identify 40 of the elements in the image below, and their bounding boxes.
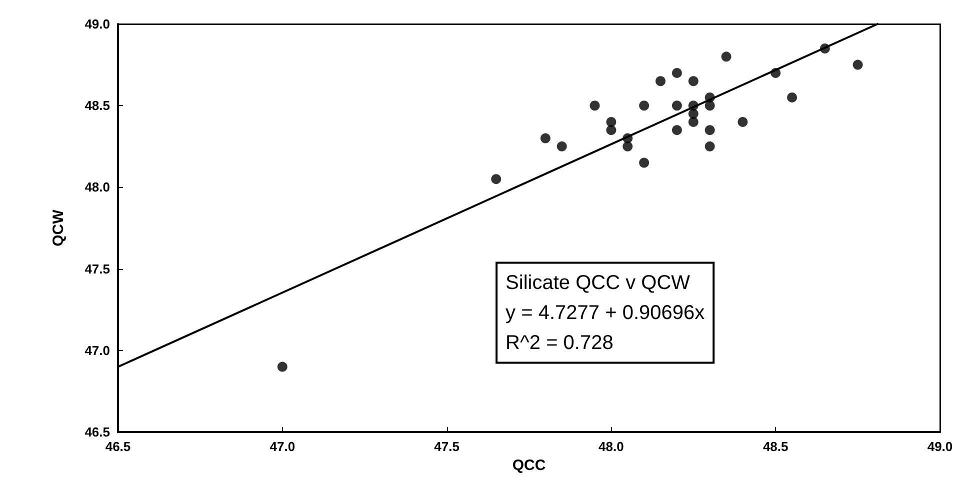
- annotation: Silicate QCC v QCW: [506, 272, 690, 294]
- x-tick-label: 47.5: [434, 439, 460, 454]
- point: [672, 68, 682, 78]
- point: [672, 100, 682, 111]
- y-tick-label: 48.0: [84, 180, 110, 195]
- y-tick-label: 46.5: [84, 424, 110, 440]
- x-tick-label: 47.0: [270, 439, 296, 454]
- point: [656, 76, 666, 86]
- y-tick-label: 47.5: [84, 261, 110, 276]
- point: [556, 141, 567, 152]
- annotation: y = 4.7277 + 0.90696x: [506, 302, 705, 324]
- point: [672, 125, 682, 136]
- x-tick-label: 49.0: [927, 439, 953, 454]
- point: [277, 362, 288, 372]
- y-tick-label: 49.0: [84, 16, 110, 32]
- point: [540, 133, 550, 144]
- point: [787, 92, 798, 102]
- y-axis-title: QCW: [50, 208, 67, 246]
- point: [704, 100, 715, 111]
- y-tick-label: 47.0: [84, 342, 110, 358]
- point: [639, 100, 650, 111]
- point: [590, 100, 600, 111]
- y-tick-label: 48.5: [84, 98, 110, 114]
- x-axis-title: QCC: [512, 457, 546, 474]
- point: [622, 141, 633, 152]
- point: [704, 141, 715, 152]
- point: [491, 174, 502, 184]
- point: [738, 116, 748, 127]
- point: [606, 116, 616, 127]
- point: [852, 60, 863, 70]
- point: [688, 76, 698, 86]
- x-tick-label: 46.5: [105, 439, 131, 454]
- x-tick-label: 48.0: [598, 439, 624, 454]
- point: [639, 158, 650, 168]
- point: [606, 125, 616, 136]
- point: [704, 125, 715, 136]
- point: [721, 52, 732, 62]
- point: [688, 116, 698, 127]
- annotation: R^2 = 0.728: [506, 332, 614, 354]
- x-tick-label: 48.5: [762, 439, 788, 454]
